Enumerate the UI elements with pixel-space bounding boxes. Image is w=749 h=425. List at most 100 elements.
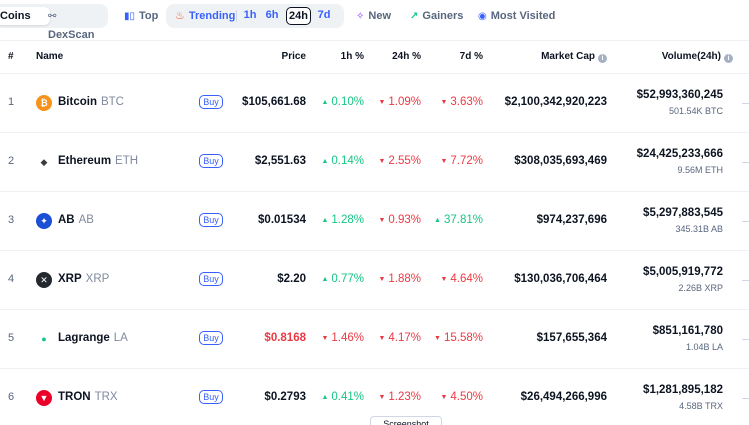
volume-in-coins: 501.54K BTC <box>668 106 723 116</box>
table-row[interactable]: 3 ✦ AB AB Buy $0.01534 ▲ 1.28% ▼ 0.93% ▲ 37.… <box>0 192 749 251</box>
coin-name[interactable]: Lagrange LA <box>58 332 128 344</box>
market-cap: $2,100,342,920,223 <box>504 96 607 108</box>
change-7d: ▼ 7.72% <box>440 155 483 167</box>
change-1h-value: 0.77% <box>331 273 364 285</box>
price: $105,661.68 <box>242 96 306 108</box>
rank: 1 <box>8 96 15 108</box>
change-arrow-icon: ▲ <box>321 276 329 283</box>
divider <box>742 398 749 399</box>
change-7d-value: 7.72% <box>450 155 483 167</box>
header-volume[interactable]: Volume(24h) i <box>662 51 733 63</box>
market-cap: $974,237,696 <box>536 214 607 226</box>
change-arrow-icon: ▲ <box>321 99 329 106</box>
screenshot-tooltip[interactable]: Screenshot <box>370 416 442 425</box>
table-row[interactable]: 2 ◆ Ethereum ETH Buy $2,551.63 ▲ 0.14% ▼ 2.… <box>0 133 749 192</box>
top-button[interactable]: ▮▯ Top <box>124 8 158 24</box>
filter-bar: Coins ⚯ DexScan ▮▯ Top ♨ Trending 1h 6h 24h… <box>0 0 749 41</box>
most-visited-button[interactable]: ◉ Most Visited <box>478 8 555 24</box>
coin-logo-icon: ▼ <box>36 390 52 406</box>
change-arrow-icon: ▲ <box>434 217 441 224</box>
gainers-button[interactable]: ↗ Gainers <box>410 8 463 24</box>
info-icon[interactable]: i <box>598 54 607 63</box>
change-1h: ▲ 0.41% <box>321 391 364 403</box>
change-7d: ▼ 4.64% <box>440 273 483 285</box>
coin-logo-icon: ◆ <box>36 154 52 170</box>
coin-name[interactable]: AB AB <box>58 214 94 226</box>
buy-button[interactable]: Buy <box>199 213 223 227</box>
dexscan-icon: ⚯ <box>48 11 57 22</box>
change-7d-value: 37.81% <box>443 214 483 226</box>
change-24h-value: 1.09% <box>388 96 421 108</box>
table-row[interactable]: 4 ✕ XRP XRP Buy $2.20 ▲ 0.77% ▼ 1.88% ▼ 4.64… <box>0 251 749 310</box>
change-24h-value: 1.23% <box>388 391 421 403</box>
table-row[interactable]: 1 ₿ Bitcoin BTC Buy $105,661.68 ▲ 0.10% ▼ 1… <box>0 74 749 133</box>
header-1h[interactable]: 1h % <box>340 51 364 62</box>
change-1h-value: 0.41% <box>331 391 364 403</box>
trending-label: Trending <box>188 10 236 22</box>
buy-button[interactable]: Buy <box>199 154 223 168</box>
header-24h[interactable]: 24h % <box>392 51 421 62</box>
header-price[interactable]: Price <box>281 51 306 62</box>
change-1h-value: 1.46% <box>331 332 364 344</box>
volume: $5,005,919,772 <box>643 266 723 278</box>
buy-button[interactable]: Buy <box>199 331 223 345</box>
rank: 3 <box>8 214 15 226</box>
timeframe-7d[interactable]: 7d <box>317 9 331 21</box>
change-7d: ▼ 3.63% <box>440 96 483 108</box>
table-row[interactable]: 5 ● Lagrange LA Buy $0.8168 ▼ 1.46% ▼ 4.17%… <box>0 310 749 369</box>
coin-name[interactable]: Bitcoin BTC <box>58 96 124 108</box>
coin-logo-icon: ● <box>36 331 52 347</box>
divider <box>742 339 749 340</box>
change-1h: ▲ 0.10% <box>321 96 364 108</box>
header-name[interactable]: Name <box>36 51 64 62</box>
coin-logo-icon: ₿ <box>36 95 52 111</box>
timeframe-6h[interactable]: 6h <box>265 9 279 21</box>
timeframe-1h[interactable]: 1h <box>243 9 257 21</box>
coin-name-label: XRP <box>58 273 82 285</box>
change-arrow-icon: ▼ <box>440 99 448 106</box>
divider <box>742 280 749 281</box>
eye-icon: ◉ <box>478 11 487 22</box>
table-row[interactable]: 6 ▼ TRON TRX Buy $0.2793 ▲ 0.41% ▼ 1.23% ▼ 4… <box>0 369 749 425</box>
volume-in-coins: 345.31B AB <box>675 224 723 234</box>
change-arrow-icon: ▼ <box>378 276 386 283</box>
change-1h-value: 1.28% <box>331 214 364 226</box>
coin-symbol: LA <box>113 332 128 344</box>
new-button[interactable]: ✧ New <box>356 8 391 24</box>
change-7d: ▼ 15.58% <box>434 332 483 344</box>
bar-chart-icon: ▮▯ <box>124 11 136 22</box>
info-icon[interactable]: i <box>724 54 733 63</box>
volume: $52,993,360,245 <box>636 89 723 101</box>
trending-button[interactable]: ♨ Trending <box>175 7 235 25</box>
change-24h: ▼ 1.09% <box>378 96 421 108</box>
coin-name[interactable]: Ethereum ETH <box>58 155 138 167</box>
buy-button[interactable]: Buy <box>199 272 223 286</box>
divider <box>742 103 749 104</box>
coin-logo-icon: ✦ <box>36 213 52 229</box>
coin-name[interactable]: XRP XRP <box>58 273 109 285</box>
top-label: Top <box>139 10 159 22</box>
change-24h: ▼ 2.55% <box>378 155 421 167</box>
market-cap: $26,494,266,996 <box>520 391 607 403</box>
header-rank[interactable]: # <box>8 51 14 62</box>
rank: 6 <box>8 391 15 403</box>
coin-name[interactable]: TRON TRX <box>58 391 118 403</box>
volume-in-coins: 4.58B TRX <box>679 401 723 411</box>
coins-dexscan-toggle: Coins ⚯ DexScan <box>0 4 108 41</box>
volume: $24,425,233,666 <box>636 148 723 160</box>
divider <box>236 10 237 22</box>
tab-dexscan[interactable]: ⚯ DexScan <box>40 7 104 41</box>
sparkle-icon: ✧ <box>356 11 365 22</box>
tab-coins[interactable]: Coins <box>0 7 50 25</box>
header-7d[interactable]: 7d % <box>459 51 483 62</box>
header-market-cap[interactable]: Market Cap i <box>541 51 607 63</box>
coin-symbol: XRP <box>85 273 110 285</box>
coin-symbol: TRX <box>94 391 118 403</box>
change-7d: ▼ 4.50% <box>440 391 483 403</box>
change-arrow-icon: ▼ <box>378 335 386 342</box>
timeframe-24h[interactable]: 24h <box>286 7 311 25</box>
change-1h-value: 0.10% <box>331 96 364 108</box>
price: $0.8168 <box>264 332 306 344</box>
buy-button[interactable]: Buy <box>199 95 223 109</box>
buy-button[interactable]: Buy <box>199 390 223 404</box>
